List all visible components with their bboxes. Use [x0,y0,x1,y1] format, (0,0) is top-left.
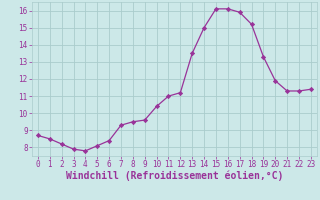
X-axis label: Windchill (Refroidissement éolien,°C): Windchill (Refroidissement éolien,°C) [66,171,283,181]
